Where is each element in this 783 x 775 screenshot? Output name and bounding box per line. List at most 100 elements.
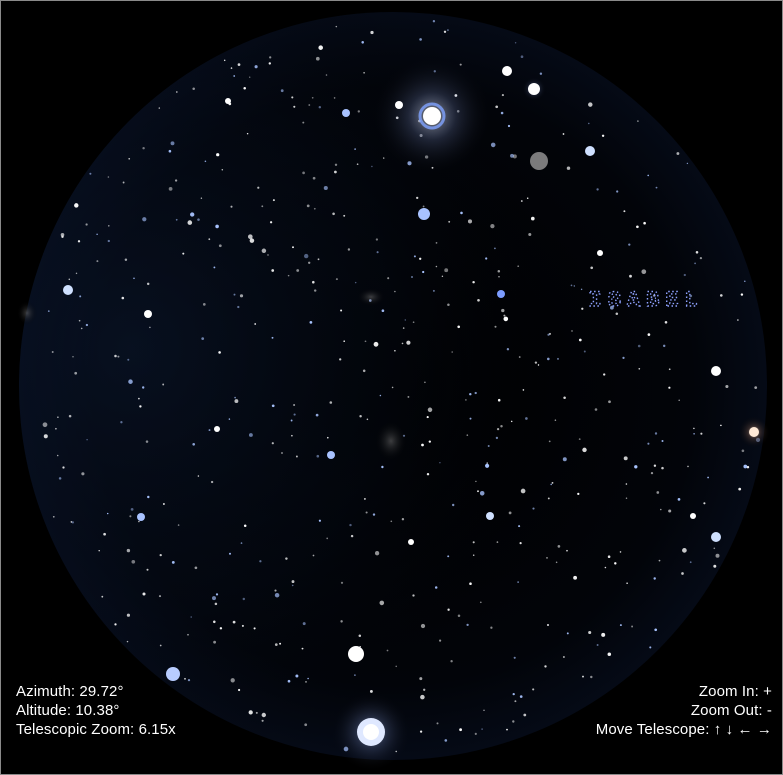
background-star [512,720,515,723]
background-star [293,403,296,407]
background-star [184,677,186,680]
background-star [566,166,571,170]
background-star [139,405,142,408]
background-star [74,203,79,208]
background-star [693,432,695,435]
background-star [466,434,469,436]
background-star [588,122,590,125]
background-star [528,232,532,237]
background-star [197,475,200,477]
background-star [291,580,295,584]
background-star [439,639,442,642]
background-star [577,492,580,496]
background-star [255,711,258,714]
background-star [292,246,294,249]
background-star [661,439,664,443]
background-star [664,321,668,324]
background-star [443,30,447,33]
background-star [365,511,368,514]
background-star [695,251,699,254]
background-star [500,111,504,115]
background-star [285,557,288,560]
background-star [407,395,410,398]
background-star [253,627,256,630]
background-star [661,466,664,470]
background-star [472,280,475,284]
background-star [213,620,216,624]
background-star [133,277,135,280]
background-star [394,350,396,352]
background-star [495,436,499,440]
background-star [182,252,185,255]
background-star [500,425,503,428]
background-star [619,551,622,553]
background-star [490,626,493,629]
background-star [653,464,657,467]
background-star [248,433,253,437]
background-star [523,713,527,717]
background-star [571,330,573,332]
background-star [323,185,328,191]
background-star [532,688,535,691]
background-star [228,418,231,420]
background-star [481,728,483,730]
background-star [318,105,322,109]
background-star [637,120,639,122]
background-star [596,188,599,191]
background-star [483,709,485,712]
background-star [96,233,98,236]
background-star [678,399,680,401]
background-star [472,541,475,544]
altitude-readout: Altitude: 10.38° [16,702,120,719]
background-star [681,572,684,575]
lens-edge-glow [19,12,767,760]
background-star [107,239,110,243]
background-star [234,396,236,399]
background-star [700,432,703,435]
background-star [107,512,109,515]
star-13 [502,66,512,76]
background-star [187,678,191,682]
background-star [634,465,638,469]
background-star [271,442,274,445]
bright-star-bottom-core [363,724,379,740]
background-star [242,597,246,601]
star-11 [166,667,180,681]
background-star [608,400,611,404]
background-star [419,677,423,681]
background-star [296,269,300,272]
background-star [390,520,393,523]
background-star [522,389,525,391]
background-star [318,519,321,522]
background-star [313,289,317,292]
background-star [142,592,146,596]
star-16 [137,513,145,521]
background-star [485,257,488,260]
background-star [422,205,425,208]
background-star [149,326,151,329]
background-star [713,564,717,568]
background-star [551,481,554,484]
background-star [212,596,216,601]
background-star [81,472,85,476]
background-star [496,427,500,431]
background-star [555,561,558,564]
background-star [210,480,214,484]
background-star [506,728,508,731]
background-star [80,327,83,330]
background-star [649,646,652,649]
background-star [68,278,71,281]
background-star [590,675,593,679]
background-star [128,157,131,160]
background-star [654,628,658,632]
background-star [689,561,692,564]
background-star [485,463,490,468]
background-star [460,211,463,215]
background-star [78,319,81,322]
background-star [218,244,222,248]
background-star [218,351,221,354]
background-star [349,523,352,527]
background-star [626,582,628,584]
